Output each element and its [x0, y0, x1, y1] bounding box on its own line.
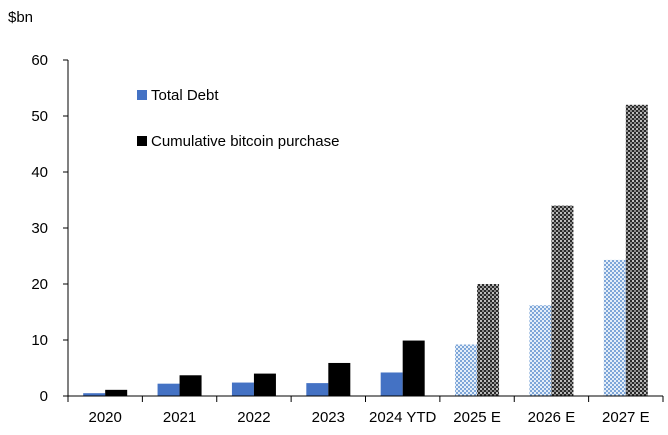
x-axis: 2020 2021 2022 2023 2024 YTD 2025 E 2026 E 2027…: [67, 395, 664, 426]
bar-bitcoin-purchase: [625, 104, 648, 397]
y-tick-label: 0: [40, 388, 48, 405]
bar-total-debt: [529, 305, 552, 396]
bar-bitcoin-purchase: [253, 373, 276, 396]
x-tick-label: 2021: [163, 409, 196, 426]
x-tick-label: 2020: [89, 409, 122, 426]
bar-bitcoin-purchase: [551, 205, 574, 396]
legend: Total Debt Cumulative bitcoin purchase: [137, 87, 339, 150]
bar-total-debt: [306, 383, 329, 396]
x-tick-label: 2024 YTD: [369, 409, 436, 426]
x-tick-label: 2022: [237, 409, 270, 426]
x-tick-label: 2023: [312, 409, 345, 426]
y-axis-label: $bn: [8, 9, 33, 26]
y-tick-label: 60: [31, 52, 48, 69]
x-tick-label: 2025 E: [453, 409, 501, 426]
y-tick-label: 40: [31, 164, 48, 181]
bar-total-debt: [83, 393, 106, 396]
bar-bitcoin-purchase: [179, 375, 202, 396]
bars-group: [83, 104, 648, 397]
y-tick-label: 30: [31, 220, 48, 237]
bar-bitcoin-purchase: [105, 389, 128, 396]
bar-bitcoin-purchase: [477, 284, 500, 396]
bar-total-debt: [231, 382, 254, 396]
legend-swatch-total-debt: [137, 90, 147, 100]
bar-bitcoin-purchase: [328, 362, 351, 396]
x-tick-label: 2026 E: [528, 409, 576, 426]
bar-bitcoin-purchase: [402, 340, 425, 396]
legend-label-total-debt: Total Debt: [151, 87, 219, 104]
bar-total-debt: [157, 383, 180, 396]
legend-swatch-bitcoin: [137, 136, 147, 146]
bar-total-debt: [380, 372, 403, 396]
y-tick-label: 50: [31, 108, 48, 125]
y-tick-label: 20: [31, 276, 48, 293]
y-axis: 0 10 20 30 40 50 60: [31, 52, 69, 405]
bar-total-debt: [455, 344, 478, 396]
y-tick-label: 10: [31, 332, 48, 349]
legend-label-bitcoin: Cumulative bitcoin purchase: [151, 133, 339, 150]
x-tick-label: 2027 E: [602, 409, 650, 426]
bar-total-debt: [603, 259, 626, 396]
